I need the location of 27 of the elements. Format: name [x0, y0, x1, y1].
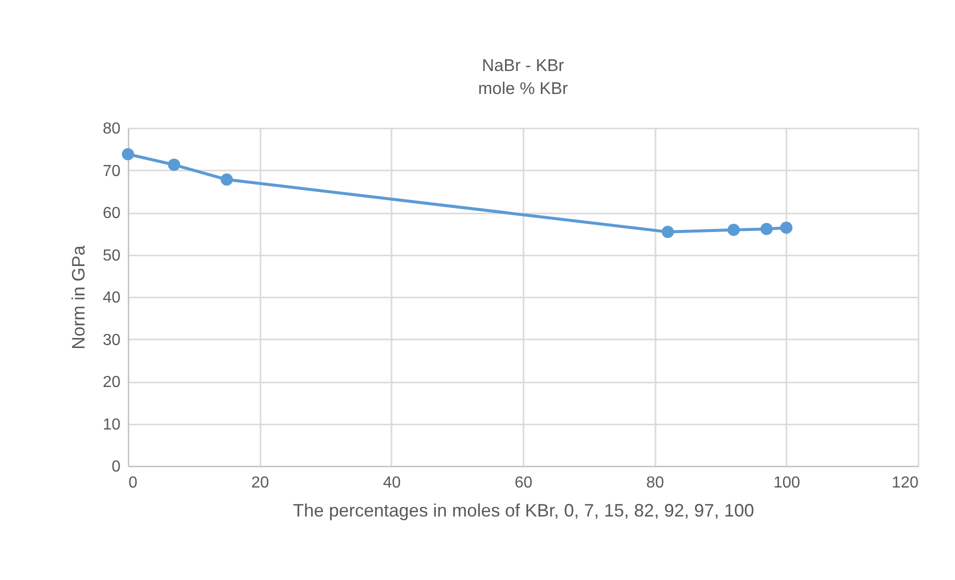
y-axis-title: Norm in GPa: [68, 244, 89, 350]
x-tick-label: 60: [514, 474, 532, 492]
y-tick-label: 50: [102, 247, 121, 264]
x-tick-label: 0: [128, 474, 138, 492]
point: [122, 148, 134, 160]
y-tick-label: 0: [112, 458, 121, 476]
y-tick-label: 10: [102, 416, 121, 434]
y-tick-label: 40: [102, 290, 121, 306]
chart-subtitle: mole % KBr: [478, 79, 568, 98]
point: [780, 222, 792, 234]
y-tick-label: 80: [102, 120, 121, 138]
point: [760, 222, 773, 236]
y-tick-label: 30: [102, 332, 121, 349]
y-tick-label: 20: [102, 374, 121, 391]
point: [728, 224, 740, 236]
y-tick-label: 60: [102, 205, 121, 222]
point: [220, 173, 233, 186]
x-tick-label: 40: [382, 474, 401, 492]
x-tick-label: 20: [251, 474, 270, 492]
x-tick-label: 100: [773, 474, 800, 492]
x-axis-title: The percentages in moles of KBr, 0, 7, 15, 82, 92, 97, 100: [292, 500, 754, 520]
x-tick-label: 80: [646, 474, 664, 492]
y-tick-label: 70: [102, 162, 121, 180]
chart-title: NaBr - KBr: [482, 56, 564, 75]
x-tick-label: 120: [892, 474, 919, 492]
point: [168, 158, 180, 171]
point: [662, 226, 674, 238]
